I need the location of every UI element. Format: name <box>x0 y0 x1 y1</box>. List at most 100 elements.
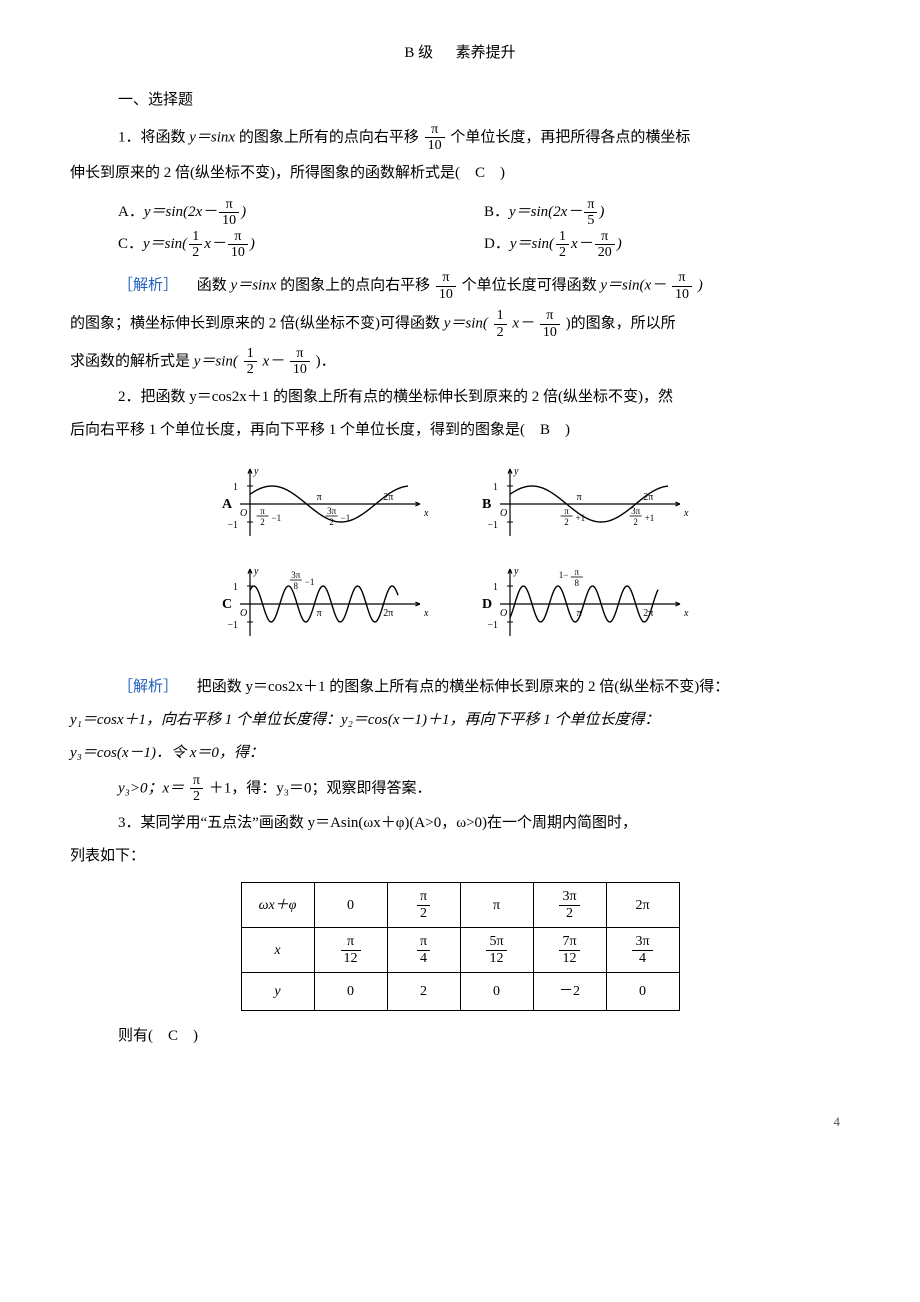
text: 的图象；横坐标伸长到原来的 2 倍(纵坐标不变)可得函数 <box>70 315 444 331</box>
svg-text:2: 2 <box>633 517 638 527</box>
q1-analysis-l1: ［解析］ 函数 y＝sinx 的图象上的点向右平移 π 10 个单位长度可得函数… <box>118 270 850 302</box>
svg-text:A: A <box>222 497 233 512</box>
frac: 1 2 <box>244 346 257 378</box>
opt-label: C． <box>118 231 143 258</box>
q2-line1: 2．把函数 y＝cos2x＋1 的图象上所有点的横坐标伸长到原来的 2 倍(纵坐… <box>118 384 850 411</box>
svg-text:π: π <box>577 608 582 619</box>
svg-text:y: y <box>513 566 519 577</box>
page-number: 4 <box>70 1110 850 1133</box>
text: 把函数 y＝cos2x＋1 的图象上所有点的横坐标伸长到原来的 2 倍(纵坐标不… <box>182 679 730 695</box>
text: ) <box>698 278 703 294</box>
svg-text:y: y <box>253 566 259 577</box>
q3-conclusion: 则有( C ) <box>118 1023 850 1050</box>
frac: π 2 <box>190 773 203 805</box>
svg-text:+1: +1 <box>645 513 655 523</box>
frac-den: 10 <box>219 213 239 228</box>
svg-text:O: O <box>500 608 507 619</box>
q3-line2: 列表如下： <box>70 843 850 870</box>
frac-num: 1 <box>494 308 507 324</box>
frac-num: π <box>219 197 239 213</box>
svg-text:2: 2 <box>260 517 265 527</box>
svg-text:1: 1 <box>233 482 238 493</box>
q1-analysis-l2: 的图象；横坐标伸长到原来的 2 倍(纵坐标不变)可得函数 y＝sin( 1 2 … <box>70 308 850 340</box>
svg-text:π: π <box>564 506 569 516</box>
svg-text:D: D <box>482 597 492 612</box>
opt-label: D． <box>484 231 510 258</box>
frac-num: 1 <box>244 346 257 362</box>
text: 的图象上的点向右平移 <box>280 278 430 294</box>
svg-text:3π: 3π <box>291 570 301 580</box>
text: y₃＝cos(x－1)．令 x＝0，得： <box>70 745 264 761</box>
frac-den: 10 <box>672 287 692 302</box>
svg-text:2: 2 <box>329 517 334 527</box>
opt-post: ) <box>250 231 255 258</box>
svg-text:π: π <box>575 567 580 577</box>
svg-text:π: π <box>260 506 265 516</box>
svg-text:1−: 1− <box>559 570 569 580</box>
opt-post: ) <box>617 231 622 258</box>
q3-table: ωx＋φ0π2π3π22πxπ12π45π127π123π4y020－20 <box>241 882 680 1011</box>
q1-func1: y＝sinx <box>189 129 235 145</box>
q1-option-a: A． y＝sin(2x－ π 10 ) <box>118 197 484 229</box>
frac-num: π <box>540 308 560 324</box>
frac: π 10 <box>672 270 692 302</box>
frac-num: π <box>436 270 456 286</box>
analysis-label: ［解析］ <box>118 278 178 294</box>
q2-analysis-l1: ［解析］ 把函数 y＝cos2x＋1 的图象上所有点的横坐标伸长到原来的 2 倍… <box>118 674 850 701</box>
opt-frac: π 5 <box>584 197 597 229</box>
opt-post: ) <box>599 199 604 226</box>
frac-den: 5 <box>584 213 597 228</box>
frac: π 10 <box>290 346 310 378</box>
analysis-label: ［解析］ <box>118 679 178 695</box>
text: y＝sin(x－ <box>600 278 666 294</box>
q2-analysis-l2: y₁＝cosx＋1，向右平移 1 个单位长度得：y₂＝cos(x－1)＋1，再向… <box>70 707 850 734</box>
opt-cfrac: 1 2 <box>556 229 569 261</box>
text: 函数 <box>182 278 231 294</box>
frac-num: π <box>190 773 203 789</box>
svg-text:x: x <box>423 508 429 519</box>
frac-num: π <box>290 346 310 362</box>
svg-text:x: x <box>683 508 689 519</box>
svg-text:2: 2 <box>564 517 569 527</box>
text: )． <box>316 353 336 369</box>
frac-den: 10 <box>425 138 445 153</box>
q1-text-c: 个单位长度，再把所得各点的横坐标 <box>450 129 690 145</box>
text: 个单位长度可得函数 <box>462 278 601 294</box>
q3-line1: 3．某同学用“五点法”画函数 y＝Asin(ωx＋φ)(A>0，ω>0)在一个周… <box>118 810 850 837</box>
level-label: B 级 <box>404 45 433 61</box>
svg-text:B: B <box>482 497 491 512</box>
svg-text:y: y <box>513 466 519 477</box>
text: y＝sinx <box>231 278 277 294</box>
graphs-svg: AxyO1−1π2−1π3π2−12πBxyO1−1π2+1π3π2+12πCx… <box>210 454 710 654</box>
q2-analysis-l4: y₃>0；x＝ π 2 ＋1，得：y₃＝0；观察即得答案． <box>118 773 850 805</box>
frac-num: 1 <box>189 229 202 245</box>
opt-post: ) <box>241 199 246 226</box>
opt-pre: y＝sin( <box>510 231 554 258</box>
q2-line2: 后向右平移 1 个单位长度，再向下平移 1 个单位长度，得到的图象是( B ) <box>70 417 850 444</box>
svg-text:O: O <box>500 508 507 519</box>
svg-text:2π: 2π <box>383 492 393 503</box>
frac-den: 10 <box>290 362 310 377</box>
q1-shift-frac: π 10 <box>425 122 445 154</box>
opt-mid: x－ <box>571 231 593 258</box>
svg-text:1: 1 <box>493 482 498 493</box>
svg-text:O: O <box>240 508 247 519</box>
frac-den: 2 <box>556 245 569 260</box>
frac: π 10 <box>436 270 456 302</box>
q1-option-c: C． y＝sin( 1 2 x－ π 10 ) <box>118 229 484 261</box>
frac: π 10 <box>540 308 560 340</box>
opt-pre: y＝sin(2x－ <box>509 199 582 226</box>
svg-text:3π: 3π <box>631 506 641 516</box>
svg-text:−1: −1 <box>487 520 498 531</box>
svg-text:1: 1 <box>233 582 238 593</box>
frac-den: 10 <box>228 245 248 260</box>
svg-text:−1: −1 <box>227 520 238 531</box>
opt-cfrac: 1 2 <box>189 229 202 261</box>
text: )的图象，所以所 <box>566 315 676 331</box>
svg-text:3π: 3π <box>327 506 337 516</box>
text: x－ <box>512 315 534 331</box>
frac-num: π <box>595 229 615 245</box>
opt-pre: y＝sin( <box>143 231 187 258</box>
q2-analysis-l3: y₃＝cos(x－1)．令 x＝0，得： <box>70 740 850 767</box>
opt-label: A． <box>118 199 144 226</box>
